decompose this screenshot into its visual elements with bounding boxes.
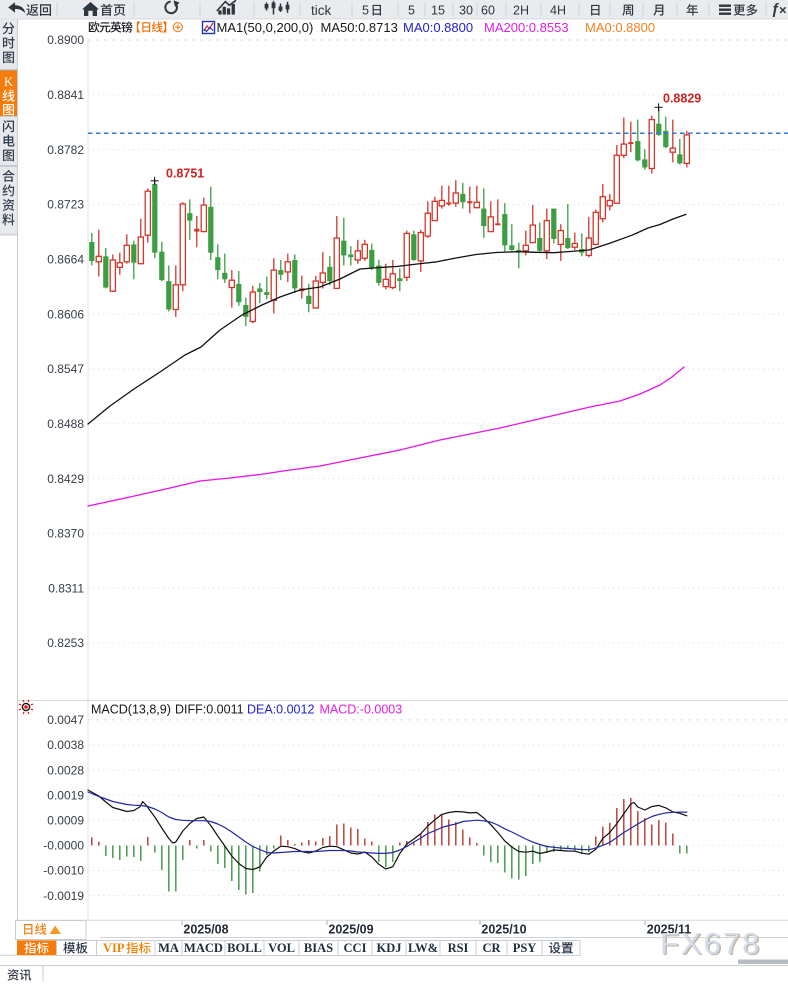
svg-text:MACD: MACD — [184, 941, 223, 955]
svg-text:5: 5 — [362, 4, 369, 18]
svg-text:60: 60 — [481, 4, 495, 18]
svg-text:×: × — [779, 3, 787, 18]
svg-text:CCI: CCI — [344, 941, 367, 955]
svg-text:0.8253: 0.8253 — [47, 636, 84, 650]
svg-text:0.8782: 0.8782 — [47, 143, 84, 157]
svg-text:BIAS: BIAS — [304, 941, 333, 955]
svg-text:FX678: FX678 — [662, 927, 763, 962]
svg-text:FX678: FX678 — [660, 926, 761, 961]
svg-text:MA200:0.8553: MA200:0.8553 — [484, 20, 569, 35]
svg-text:BOLL: BOLL — [227, 941, 262, 955]
svg-text:ƒ: ƒ — [771, 1, 779, 18]
svg-text:MA0:0.8800: MA0:0.8800 — [585, 20, 655, 35]
svg-text:MACD(13,8,9): MACD(13,8,9) — [91, 703, 171, 717]
svg-text:VIP: VIP — [103, 941, 125, 955]
svg-text:0.0047: 0.0047 — [47, 713, 84, 727]
svg-text:0.8900: 0.8900 — [47, 33, 84, 47]
svg-text:K: K — [4, 75, 13, 89]
svg-text:-0.0019: -0.0019 — [43, 889, 84, 903]
svg-text:0.0028: 0.0028 — [47, 763, 84, 777]
svg-text:MACD:-0.0003: MACD:-0.0003 — [320, 703, 403, 717]
svg-text:2025/10: 2025/10 — [481, 923, 526, 937]
svg-text:MA50:0.8713: MA50:0.8713 — [321, 20, 398, 35]
svg-text:RSI: RSI — [448, 941, 469, 955]
svg-text:MA0:0.8800: MA0:0.8800 — [403, 20, 473, 35]
svg-text:-0.0010: -0.0010 — [43, 864, 84, 878]
svg-text:0.8664: 0.8664 — [47, 253, 84, 267]
svg-text:0.8370: 0.8370 — [47, 527, 84, 541]
svg-text:DEA:0.0012: DEA:0.0012 — [247, 703, 314, 717]
svg-text:5: 5 — [408, 4, 415, 18]
svg-text:15: 15 — [431, 4, 445, 18]
svg-text:2025/11: 2025/11 — [647, 923, 692, 937]
svg-text:0.8841: 0.8841 — [47, 88, 84, 102]
svg-text:2025/09: 2025/09 — [328, 923, 373, 937]
svg-text:2H: 2H — [513, 4, 529, 18]
svg-text:0.8429: 0.8429 — [47, 472, 84, 486]
svg-text:CR: CR — [482, 941, 501, 955]
svg-text:0.8311: 0.8311 — [48, 581, 84, 595]
svg-text:VOL: VOL — [268, 941, 295, 955]
svg-text:0.8547: 0.8547 — [47, 362, 84, 376]
svg-text:KDJ: KDJ — [377, 941, 402, 955]
svg-text:DIFF:0.0011: DIFF:0.0011 — [175, 703, 244, 717]
svg-text:0.8606: 0.8606 — [47, 307, 84, 321]
svg-text:4H: 4H — [550, 4, 566, 18]
svg-text:0.0019: 0.0019 — [47, 788, 84, 802]
svg-text:MA: MA — [158, 941, 179, 955]
svg-text:30: 30 — [459, 4, 473, 18]
svg-text:0.0009: 0.0009 — [47, 814, 84, 828]
svg-text:0.8723: 0.8723 — [47, 198, 84, 212]
svg-text:2025/08: 2025/08 — [183, 923, 228, 937]
svg-text:0.8829: 0.8829 — [663, 92, 701, 106]
svg-text:LW&: LW& — [408, 941, 438, 955]
svg-text:tick: tick — [311, 3, 332, 18]
svg-text:0.8488: 0.8488 — [47, 417, 84, 431]
svg-text:MA1(50,0,200,0): MA1(50,0,200,0) — [217, 20, 314, 35]
svg-text:PSY: PSY — [513, 941, 537, 955]
svg-text:-0.0000: -0.0000 — [43, 839, 84, 853]
svg-text:0.8751: 0.8751 — [166, 167, 204, 181]
svg-text:0.0038: 0.0038 — [47, 738, 84, 752]
